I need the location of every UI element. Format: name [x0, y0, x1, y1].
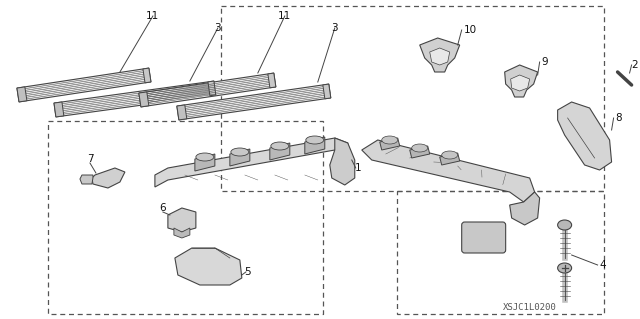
Ellipse shape — [231, 148, 249, 156]
Text: 3: 3 — [332, 23, 338, 33]
Polygon shape — [330, 138, 355, 185]
Polygon shape — [177, 84, 331, 120]
Polygon shape — [139, 92, 149, 107]
Ellipse shape — [412, 144, 428, 152]
Polygon shape — [92, 168, 125, 188]
Bar — [397, 191, 604, 314]
Polygon shape — [511, 75, 530, 91]
Text: 11: 11 — [147, 11, 159, 21]
Polygon shape — [305, 137, 324, 154]
Polygon shape — [80, 175, 93, 184]
Text: 5: 5 — [244, 267, 251, 277]
Polygon shape — [143, 68, 151, 83]
Ellipse shape — [271, 142, 289, 150]
Text: 3: 3 — [214, 23, 221, 33]
Bar — [221, 6, 604, 191]
Polygon shape — [323, 84, 331, 99]
Polygon shape — [268, 73, 276, 88]
Polygon shape — [420, 38, 460, 72]
Polygon shape — [440, 153, 460, 165]
Polygon shape — [380, 138, 400, 150]
Ellipse shape — [196, 153, 214, 161]
Polygon shape — [17, 87, 27, 102]
Ellipse shape — [442, 151, 458, 159]
Text: 7: 7 — [86, 154, 93, 164]
Text: 11: 11 — [278, 11, 291, 21]
Polygon shape — [177, 105, 187, 120]
Text: 2: 2 — [632, 60, 638, 70]
Polygon shape — [505, 65, 538, 97]
Polygon shape — [155, 138, 348, 187]
Polygon shape — [195, 154, 215, 171]
Polygon shape — [175, 248, 242, 285]
Polygon shape — [230, 149, 250, 166]
Text: 1: 1 — [355, 163, 361, 173]
Text: 4: 4 — [600, 260, 606, 270]
Bar — [48, 121, 323, 314]
Text: 10: 10 — [464, 25, 477, 35]
Ellipse shape — [306, 136, 324, 144]
Text: 6: 6 — [159, 203, 166, 213]
Polygon shape — [168, 208, 196, 232]
Polygon shape — [54, 81, 216, 117]
Polygon shape — [410, 146, 429, 158]
Ellipse shape — [557, 220, 572, 230]
Text: 9: 9 — [541, 57, 548, 67]
Polygon shape — [139, 73, 276, 107]
Text: 8: 8 — [616, 113, 622, 123]
Polygon shape — [270, 143, 290, 160]
Polygon shape — [174, 228, 190, 238]
Polygon shape — [362, 140, 534, 202]
Text: XSJC1L0200: XSJC1L0200 — [503, 303, 557, 313]
Ellipse shape — [557, 263, 572, 273]
Ellipse shape — [381, 136, 397, 144]
Polygon shape — [208, 81, 216, 96]
Polygon shape — [557, 102, 612, 170]
Polygon shape — [54, 102, 64, 117]
Polygon shape — [429, 48, 450, 65]
Polygon shape — [17, 68, 151, 102]
FancyBboxPatch shape — [461, 222, 506, 253]
Polygon shape — [509, 192, 540, 225]
